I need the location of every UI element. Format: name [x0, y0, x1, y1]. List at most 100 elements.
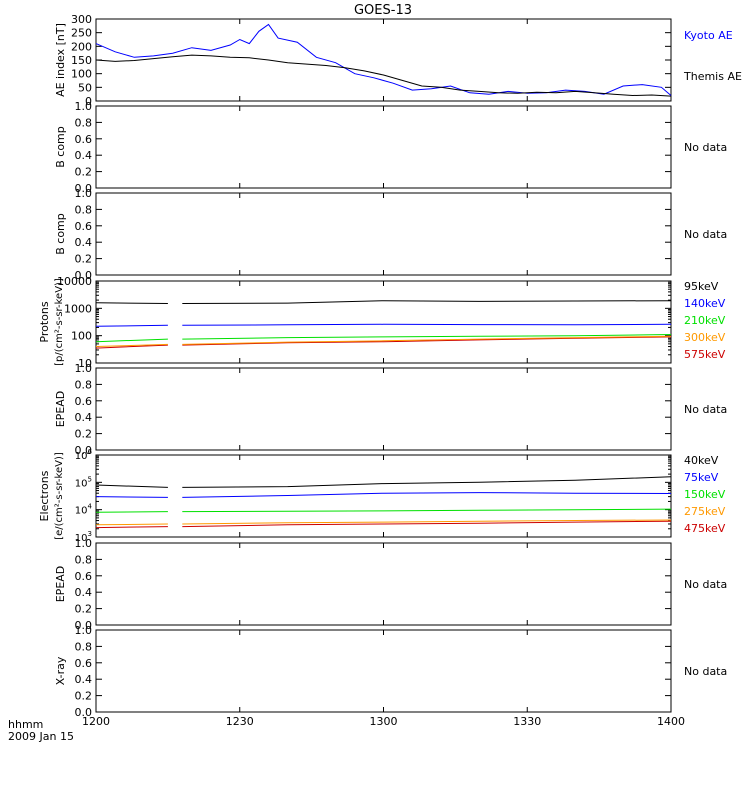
panel-frame	[95, 542, 672, 626]
legend-label: 40keV	[684, 454, 719, 467]
time-unit-label: hhmm	[8, 718, 43, 731]
y-tick-label: 10000	[57, 275, 92, 288]
legend-label: Themis AE	[683, 70, 742, 83]
series-line-150kev	[95, 511, 168, 513]
y-tick-label: 0.0	[75, 269, 93, 282]
series-line-275kev	[95, 523, 168, 526]
legend-label: 210keV	[684, 314, 726, 327]
y-tick-label: 0.8	[75, 378, 93, 391]
y-tick-label: 0.8	[75, 116, 93, 129]
no-data-label: No data	[684, 228, 727, 241]
y-axis-label: B comp	[54, 126, 67, 168]
y-tick-label: 0.2	[75, 603, 93, 616]
y-tick-label: 1.0	[75, 362, 93, 375]
series-line-210kev	[95, 338, 168, 343]
y-tick-label: 0.2	[75, 428, 93, 441]
y-axis-label: B comp	[54, 213, 67, 255]
panel-6: 103 104 105 106 Electrons [e/(cm²-s-sr-keV)] 4…	[38, 448, 726, 544]
y-tick-label: 0.0	[75, 182, 93, 195]
panel-frame	[95, 454, 672, 538]
y-tick-label: 0.6	[75, 395, 93, 408]
panel-frame	[95, 367, 672, 451]
y-tick-label: 1.0	[75, 624, 93, 637]
series-line-kyoto-ae	[95, 23, 672, 96]
series-line-140kev	[182, 323, 672, 326]
series-line-40kev	[182, 476, 672, 488]
series-line-575kev	[95, 344, 168, 349]
series-line-475kev	[182, 520, 672, 528]
legend-label: 475keV	[684, 522, 726, 535]
y-tick-label: 0.6	[75, 133, 93, 146]
y-tick-label: 1.0	[75, 537, 93, 550]
y-tick-label: 50	[78, 81, 92, 94]
y-tick-label: 0.2	[75, 690, 93, 703]
y-tick-label: 0.8	[75, 203, 93, 216]
y-tick-label: 1.0	[75, 100, 93, 113]
series-line-75kev	[182, 492, 672, 498]
panel-5: 0.0 0.2 0.4 0.6 0.8 1.0 EPEAD No data	[54, 362, 727, 457]
x-tick-label: 1230	[226, 715, 254, 728]
y-tick-label: 0.6	[75, 657, 93, 670]
series-line-150kev	[182, 508, 672, 513]
panel-frame	[95, 105, 672, 189]
panel-frame	[95, 629, 672, 713]
y-tick-label: 104	[75, 503, 93, 517]
y-axis-label: X-ray	[54, 656, 67, 685]
y-axis-label: AE index [nT]	[54, 23, 67, 97]
y-tick-label: 1000	[64, 302, 92, 315]
y-tick-label: 1.0	[75, 187, 93, 200]
panel-3: 0.0 0.2 0.4 0.6 0.8 1.0 B comp No data	[54, 187, 727, 282]
no-data-label: No data	[684, 403, 727, 416]
x-tick-label: 1400	[657, 715, 685, 728]
panel-7: 0.0 0.2 0.4 0.6 0.8 1.0 EPEAD No data	[54, 537, 727, 632]
legend-label: 75keV	[684, 471, 719, 484]
x-tick-label: 1200	[82, 715, 110, 728]
legend-label: 95keV	[684, 280, 719, 293]
y-tick-label: 200	[71, 40, 92, 53]
y-tick-label: 0.0	[75, 444, 93, 457]
y-tick-label: 0.4	[75, 411, 93, 424]
panel-frame	[95, 18, 672, 102]
y-tick-label: 103	[75, 530, 92, 544]
y-tick-label: 0.2	[75, 166, 93, 179]
legend-label: 150keV	[684, 488, 726, 501]
series-line-275kev	[182, 519, 672, 525]
series-line-575kev	[182, 336, 672, 346]
legend-label: 575keV	[684, 348, 726, 361]
y-tick-label: 100	[71, 68, 92, 81]
y-tick-label: 0.6	[75, 220, 93, 233]
series-line-75kev	[95, 496, 168, 498]
y-axis-label: Protons	[38, 301, 51, 342]
y-tick-label: 0.4	[75, 236, 93, 249]
legend-label: Kyoto AE	[684, 29, 733, 42]
date-label: 2009 Jan 15	[8, 730, 74, 743]
y-axis-label: EPEAD	[54, 391, 67, 428]
y-tick-label: 0.4	[75, 586, 93, 599]
series-line-themis-ae	[95, 54, 672, 97]
x-tick-label: 1330	[513, 715, 541, 728]
series-line-300kev	[182, 335, 672, 345]
y-tick-label: 300	[71, 13, 92, 26]
y-tick-label: 250	[71, 27, 92, 40]
y-axis-units-label: [p/(cm²-s-sr-keV)]	[54, 278, 65, 366]
y-tick-label: 0	[85, 95, 92, 108]
legend-label: 275keV	[684, 505, 726, 518]
y-tick-label: 0.4	[75, 149, 93, 162]
y-tick-label: 0.4	[75, 673, 93, 686]
y-tick-label: 150	[71, 54, 92, 67]
panel-frame	[95, 280, 672, 364]
series-line-95kev	[182, 300, 672, 304]
no-data-label: No data	[684, 578, 727, 591]
y-tick-label: 100	[71, 330, 92, 343]
y-axis-label: EPEAD	[54, 566, 67, 603]
panel-4: 10 100 1000 10000 Protons [p/(cm²-s-sr-keV)] 5…	[38, 275, 726, 370]
series-line-210kev	[182, 334, 672, 340]
panel-8: 0.0 0.2 0.4 0.6 0.8 1.0 X-ray No data 1200 1230 13…	[54, 624, 727, 728]
no-data-label: No data	[684, 665, 727, 678]
panel-2: 0.0 0.2 0.4 0.6 0.8 1.0 B comp No data	[54, 100, 727, 195]
y-tick-label: 0.0	[75, 619, 93, 632]
y-tick-label: 0.0	[75, 706, 93, 719]
y-tick-label: 0.6	[75, 570, 93, 583]
